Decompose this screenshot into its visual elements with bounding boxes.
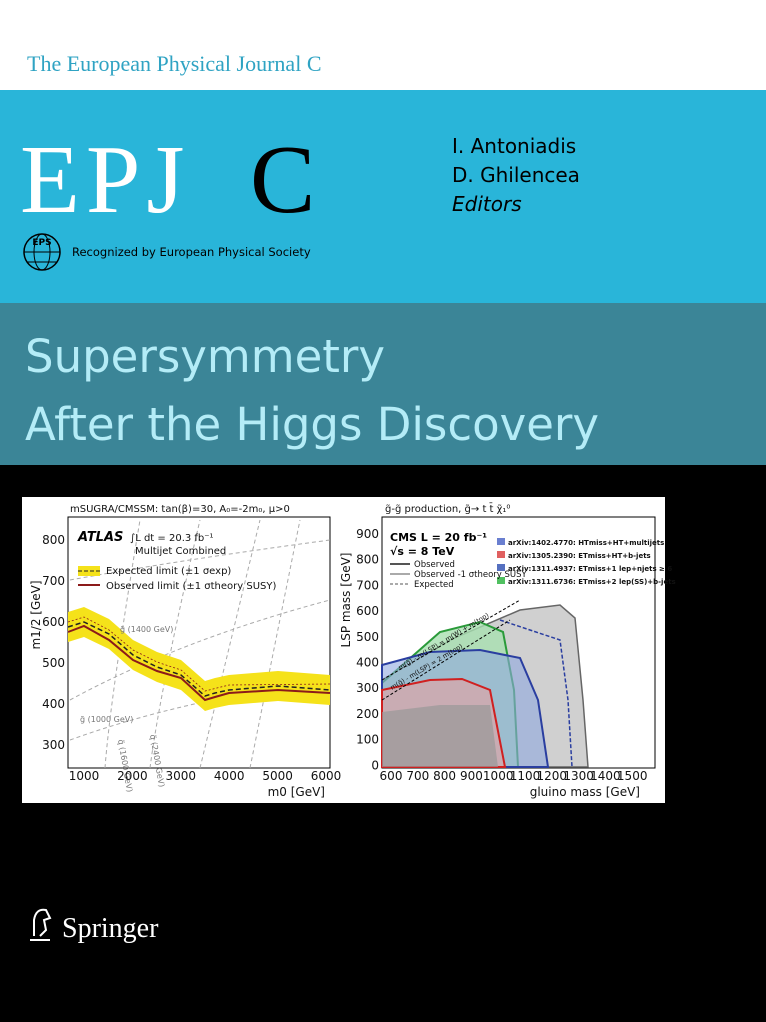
y-tick-label: 700 xyxy=(42,574,65,588)
cyan-band xyxy=(0,90,766,303)
legend-entry: Expected limit (±1 σexp) xyxy=(106,566,231,577)
y-tick-label: 800 xyxy=(42,533,65,547)
x-tick-label: 1000 xyxy=(69,769,100,783)
title-band xyxy=(0,303,766,465)
energy: √s = 8 TeV xyxy=(390,545,455,558)
contour-label: g̃ (1400 GeV) xyxy=(120,625,173,634)
y-tick-label: 500 xyxy=(42,656,65,670)
x-tick-label: 1200 xyxy=(537,769,568,783)
y-tick-label: 800 xyxy=(356,553,379,567)
contour-label: g̃ (1000 GeV) xyxy=(80,715,133,724)
figure-caption: g̃-g̃ production, g̃→ t t̄ χ̃₁⁰ xyxy=(385,502,510,515)
analysis-entry: arXiv:1311.4937: ETmiss+1 lep+njets ≥ 6 xyxy=(508,565,672,573)
left-plot xyxy=(67,516,331,769)
x-tick-label: 1400 xyxy=(590,769,621,783)
y-tick-label: 200 xyxy=(356,707,379,721)
y-tick-label: 0 xyxy=(371,758,379,772)
legend-entry: Observed limit (±1 σtheory SUSY) xyxy=(106,581,276,592)
x-tick-label: 600 xyxy=(380,769,403,783)
y-tick-label: 500 xyxy=(356,630,379,644)
springer-logo xyxy=(30,908,52,941)
y-axis-label: m1/2 [GeV] xyxy=(29,580,43,649)
series-letter: C xyxy=(250,126,315,234)
y-tick-label: 100 xyxy=(356,733,379,747)
eps-recognition: Recognized by European Physical Society xyxy=(72,245,311,259)
legend-entry: Expected xyxy=(414,580,454,590)
x-tick-label: 800 xyxy=(433,769,456,783)
y-tick-label: 300 xyxy=(356,681,379,695)
x-axis-label: gluino mass [GeV] xyxy=(530,785,640,799)
experiment: CMS L = 20 fb⁻¹ xyxy=(390,531,487,544)
x-tick-label: 1300 xyxy=(563,769,594,783)
x-tick-label: 1500 xyxy=(617,769,648,783)
book-title: Supersymmetry xyxy=(25,330,385,383)
legend-entry: Observed -1 σtheory SUSY xyxy=(414,570,528,580)
analysis-entry: arXiv:1402.4770: HTmiss+HT+multijets xyxy=(508,539,664,547)
editor: D. Ghilencea xyxy=(452,163,580,187)
x-tick-label: 700 xyxy=(406,769,429,783)
right-plot xyxy=(381,516,656,769)
journal-name: The European Physical Journal C xyxy=(27,51,322,76)
editor: I. Antoniadis xyxy=(452,134,576,158)
luminosity: ∫L dt = 20.3 fb⁻¹ xyxy=(130,533,214,544)
eps-globe xyxy=(23,233,61,271)
x-tick-label: 1000 xyxy=(483,769,514,783)
x-tick-label: 3000 xyxy=(166,769,197,783)
top-band xyxy=(0,0,766,90)
experiment: ATLAS xyxy=(77,530,123,545)
y-tick-label: 300 xyxy=(42,738,65,752)
y-tick-label: 400 xyxy=(356,656,379,670)
x-tick-label: 2000 xyxy=(117,769,148,783)
analysis: Multijet Combined xyxy=(135,546,226,557)
figure-caption: mSUGRA/CMSSM: tan(β)=30, A₀=-2m₀, μ>0 xyxy=(70,504,290,515)
x-axis-label: m0 [GeV] xyxy=(268,785,325,799)
eps-badge: EPS xyxy=(32,238,51,248)
x-tick-label: 6000 xyxy=(311,769,342,783)
legend-entry: Observed xyxy=(414,560,455,570)
x-tick-label: 1100 xyxy=(510,769,541,783)
x-tick-label: 4000 xyxy=(214,769,245,783)
editors-label: Editors xyxy=(452,192,522,216)
x-tick-label: 900 xyxy=(460,769,483,783)
y-tick-label: 700 xyxy=(356,578,379,592)
analysis-entry: arXiv:1305.2390: ETmiss+HT+b-jets xyxy=(508,552,651,560)
y-tick-label: 600 xyxy=(42,615,65,629)
y-tick-label: 900 xyxy=(356,527,379,541)
y-axis-label: LSP mass [GeV] xyxy=(339,553,353,648)
y-tick-label: 400 xyxy=(42,697,65,711)
analysis-entry: arXiv:1311.6736: ETmiss+2 lep(SS)+b-jets xyxy=(508,578,676,586)
book-title: After the Higgs Discovery xyxy=(25,398,599,451)
epj-logo: EPJ xyxy=(20,126,191,234)
publisher: Springer xyxy=(62,913,159,944)
x-tick-label: 5000 xyxy=(262,769,293,783)
y-tick-label: 600 xyxy=(356,604,379,618)
